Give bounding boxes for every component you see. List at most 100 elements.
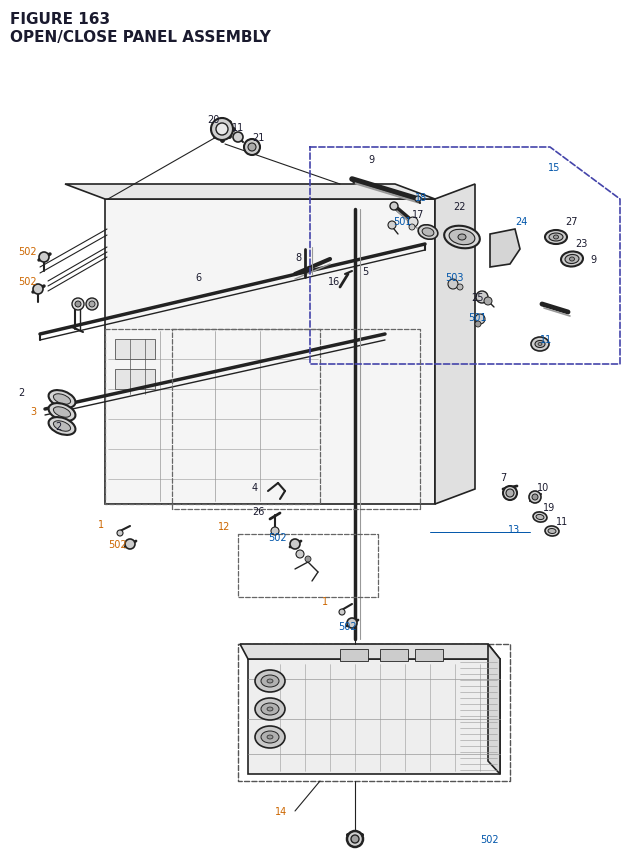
- Text: 1: 1: [98, 519, 104, 530]
- Ellipse shape: [49, 404, 76, 421]
- Text: 24: 24: [515, 217, 527, 226]
- Text: 15: 15: [548, 163, 561, 173]
- Circle shape: [125, 539, 135, 549]
- Text: 27: 27: [565, 217, 577, 226]
- Ellipse shape: [255, 670, 285, 692]
- Ellipse shape: [549, 233, 563, 242]
- Text: 9: 9: [590, 255, 596, 264]
- Ellipse shape: [53, 394, 70, 405]
- Text: 16: 16: [328, 276, 340, 287]
- Text: 21: 21: [252, 133, 264, 143]
- Ellipse shape: [49, 418, 76, 436]
- Ellipse shape: [449, 230, 475, 245]
- Ellipse shape: [261, 675, 279, 687]
- Polygon shape: [105, 200, 435, 505]
- Ellipse shape: [545, 231, 567, 245]
- Circle shape: [89, 301, 95, 307]
- Ellipse shape: [267, 679, 273, 684]
- Ellipse shape: [255, 726, 285, 748]
- Circle shape: [409, 225, 415, 231]
- Text: 11: 11: [556, 517, 568, 526]
- Circle shape: [457, 285, 463, 291]
- Circle shape: [233, 133, 243, 143]
- Text: 6: 6: [195, 273, 201, 282]
- Circle shape: [415, 197, 421, 202]
- Ellipse shape: [255, 698, 285, 720]
- Polygon shape: [248, 660, 500, 774]
- Circle shape: [244, 139, 260, 156]
- Text: 19: 19: [543, 503, 556, 512]
- Text: 1: 1: [322, 597, 328, 606]
- Circle shape: [86, 299, 98, 311]
- Text: 2: 2: [55, 422, 61, 431]
- Ellipse shape: [570, 257, 575, 262]
- Ellipse shape: [554, 236, 559, 239]
- Circle shape: [448, 280, 458, 289]
- Ellipse shape: [548, 529, 556, 534]
- Text: 502: 502: [268, 532, 287, 542]
- Ellipse shape: [53, 407, 70, 418]
- Polygon shape: [435, 185, 475, 505]
- Circle shape: [503, 486, 517, 500]
- Text: 3: 3: [30, 406, 36, 417]
- Circle shape: [484, 298, 492, 306]
- Polygon shape: [115, 339, 155, 360]
- Circle shape: [529, 492, 541, 504]
- Text: 8: 8: [295, 253, 301, 263]
- Ellipse shape: [49, 391, 76, 408]
- Circle shape: [271, 528, 279, 536]
- Circle shape: [290, 539, 300, 549]
- Circle shape: [248, 144, 256, 152]
- Text: 17: 17: [412, 210, 424, 220]
- Circle shape: [72, 299, 84, 311]
- Text: 23: 23: [575, 238, 588, 249]
- Ellipse shape: [536, 515, 544, 520]
- Polygon shape: [115, 369, 155, 389]
- Text: 18: 18: [415, 193, 428, 202]
- Circle shape: [506, 489, 514, 498]
- Text: 502: 502: [480, 834, 499, 844]
- Text: FIGURE 163: FIGURE 163: [10, 12, 110, 27]
- Bar: [415, 649, 443, 661]
- Text: 13: 13: [508, 524, 520, 535]
- Circle shape: [390, 202, 398, 211]
- Text: 5: 5: [362, 267, 368, 276]
- Circle shape: [388, 222, 396, 230]
- Circle shape: [216, 124, 228, 136]
- Circle shape: [476, 292, 488, 304]
- Ellipse shape: [422, 228, 434, 237]
- Text: 20: 20: [207, 115, 220, 125]
- Text: 26: 26: [252, 506, 264, 517]
- Text: 7: 7: [500, 473, 506, 482]
- Ellipse shape: [458, 235, 466, 241]
- Text: 501: 501: [468, 313, 486, 323]
- Circle shape: [296, 550, 304, 558]
- Text: 14: 14: [275, 806, 287, 816]
- Circle shape: [339, 610, 345, 616]
- Text: 502: 502: [18, 276, 36, 287]
- Circle shape: [347, 618, 357, 629]
- Text: 25: 25: [471, 293, 483, 303]
- Text: 9: 9: [368, 155, 374, 164]
- Circle shape: [39, 253, 49, 263]
- Text: 4: 4: [252, 482, 258, 492]
- Polygon shape: [488, 644, 500, 774]
- Text: 2: 2: [18, 387, 24, 398]
- Ellipse shape: [561, 252, 583, 267]
- Ellipse shape: [261, 703, 279, 715]
- Ellipse shape: [535, 341, 545, 348]
- Circle shape: [532, 494, 538, 500]
- Polygon shape: [490, 230, 520, 268]
- Circle shape: [33, 285, 43, 294]
- Text: 11: 11: [540, 335, 552, 344]
- Ellipse shape: [261, 731, 279, 743]
- Polygon shape: [240, 644, 500, 660]
- Text: 502: 502: [18, 247, 36, 257]
- Ellipse shape: [545, 526, 559, 536]
- Circle shape: [475, 322, 481, 328]
- Polygon shape: [65, 185, 435, 200]
- Circle shape: [75, 301, 81, 307]
- Circle shape: [117, 530, 123, 536]
- Circle shape: [305, 556, 311, 562]
- Text: 22: 22: [453, 201, 465, 212]
